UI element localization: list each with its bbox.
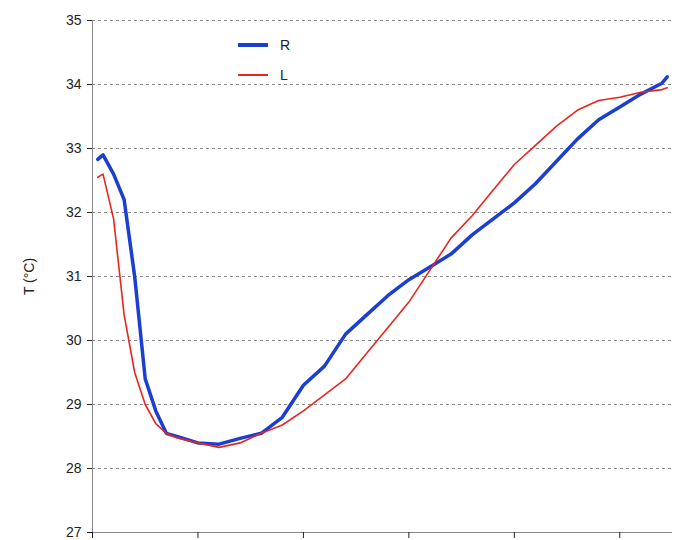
html-text:L: L [280, 67, 288, 83]
svg-text:T (°C): T (°C) [21, 258, 37, 295]
svg-text:34: 34 [66, 76, 82, 92]
svg-text:29: 29 [66, 396, 82, 412]
svg-text:31: 31 [66, 268, 82, 284]
svg-text:28: 28 [66, 460, 82, 476]
svg-text:32: 32 [66, 204, 82, 220]
svg-text:35: 35 [66, 12, 82, 28]
svg-text:33: 33 [66, 140, 82, 156]
svg-text:27: 27 [66, 524, 82, 540]
svg-text:30: 30 [66, 332, 82, 348]
html-text:R: R [280, 37, 291, 53]
